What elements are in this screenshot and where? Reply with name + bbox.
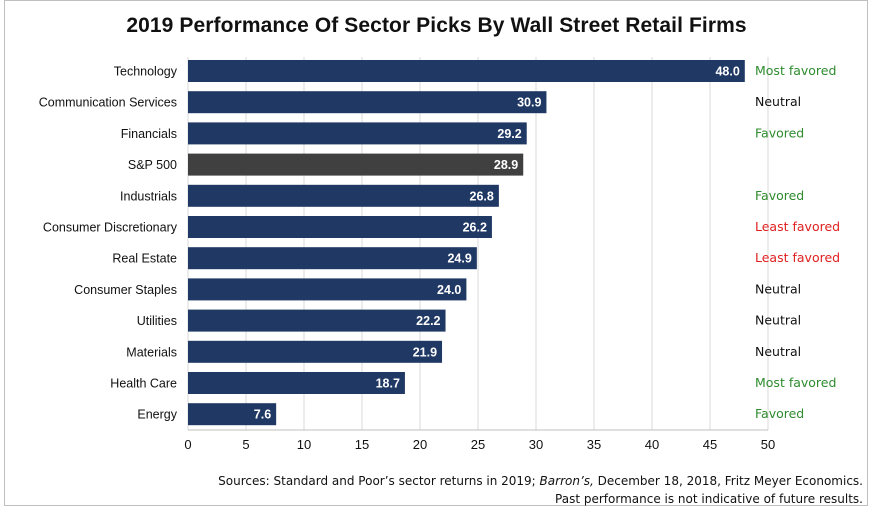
x-tick-label: 0 — [184, 437, 191, 452]
category-label: Consumer Discretionary — [43, 221, 178, 235]
data-label: 26.8 — [470, 189, 494, 203]
disclaimer-line: Past performance is not indicative of fu… — [555, 492, 863, 506]
bar — [188, 91, 547, 114]
data-label: 29.2 — [497, 127, 521, 141]
x-tick-label: 50 — [761, 437, 775, 452]
bar — [188, 153, 524, 176]
category-label: Materials — [126, 345, 177, 359]
bar — [188, 309, 446, 332]
rating-label: Neutral — [755, 313, 801, 328]
rating-label: Least favored — [755, 219, 840, 234]
bar — [188, 278, 467, 301]
bar — [188, 216, 492, 238]
rating-label: Favored — [755, 188, 804, 203]
data-label: 24.9 — [447, 252, 471, 266]
category-label: Communication Services — [39, 96, 177, 110]
bar — [188, 340, 443, 363]
x-tick-label: 25 — [471, 437, 485, 452]
bar — [188, 122, 527, 145]
x-tick-label: 5 — [242, 437, 249, 452]
bar — [188, 247, 477, 270]
category-label: S&P 500 — [128, 158, 177, 172]
category-label: Energy — [137, 408, 177, 422]
category-label: Technology — [114, 65, 178, 79]
x-tick-label: 35 — [587, 437, 601, 452]
sources-line: Sources: Standard and Poor’s sector retu… — [218, 474, 863, 488]
category-label: Industrials — [120, 189, 177, 203]
rating-label: Neutral — [755, 281, 801, 296]
rating-label: Neutral — [755, 344, 801, 359]
data-label: 21.9 — [413, 345, 437, 359]
bar — [188, 184, 499, 207]
sources-suffix: December 18, 2018, Fritz Meyer Economics… — [593, 474, 863, 488]
rating-label: Favored — [755, 406, 804, 421]
sources-publication: Barron’s, — [539, 474, 594, 488]
x-tick-label: 30 — [529, 437, 543, 452]
chart-title: 2019 Performance Of Sector Picks By Wall… — [126, 14, 747, 37]
data-label: 22.2 — [416, 314, 440, 328]
rating-label: Neutral — [755, 94, 801, 109]
sources-prefix: Sources: Standard and Poor’s sector retu… — [218, 474, 540, 488]
category-label: Utilities — [137, 314, 177, 328]
data-label: 24.0 — [437, 283, 461, 297]
x-tick-label: 45 — [703, 437, 717, 452]
x-tick-label: 40 — [645, 437, 659, 452]
data-label: 18.7 — [376, 377, 400, 391]
category-label: Financials — [121, 127, 177, 141]
bar — [188, 372, 405, 394]
category-label: Health Care — [110, 377, 177, 391]
rating-label: Most favored — [755, 63, 836, 78]
data-label: 7.6 — [254, 408, 271, 422]
x-tick-label: 10 — [297, 437, 311, 452]
data-label: 28.9 — [494, 158, 518, 172]
rating-label: Most favored — [755, 375, 836, 390]
data-label: 30.9 — [517, 96, 541, 110]
category-label: Real Estate — [112, 252, 177, 266]
x-tick-label: 20 — [413, 437, 427, 452]
bar — [188, 60, 745, 82]
rating-label: Least favored — [755, 250, 840, 265]
bar — [188, 403, 277, 426]
data-label: 26.2 — [463, 221, 487, 235]
category-label: Consumer Staples — [74, 283, 177, 297]
data-label: 48.0 — [715, 65, 739, 79]
rating-label: Favored — [755, 125, 804, 140]
x-tick-label: 15 — [355, 437, 369, 452]
